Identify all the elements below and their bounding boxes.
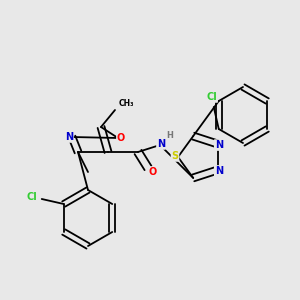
Text: N: N	[215, 166, 223, 176]
Text: N: N	[157, 139, 165, 149]
Text: Cl: Cl	[26, 192, 37, 202]
Text: N: N	[215, 140, 223, 150]
Text: O: O	[117, 133, 125, 143]
Text: O: O	[149, 167, 157, 177]
Text: S: S	[171, 151, 178, 161]
Text: H: H	[167, 130, 173, 140]
Text: N: N	[65, 132, 73, 142]
Text: Cl: Cl	[206, 92, 217, 102]
Text: CH₃: CH₃	[119, 98, 134, 107]
